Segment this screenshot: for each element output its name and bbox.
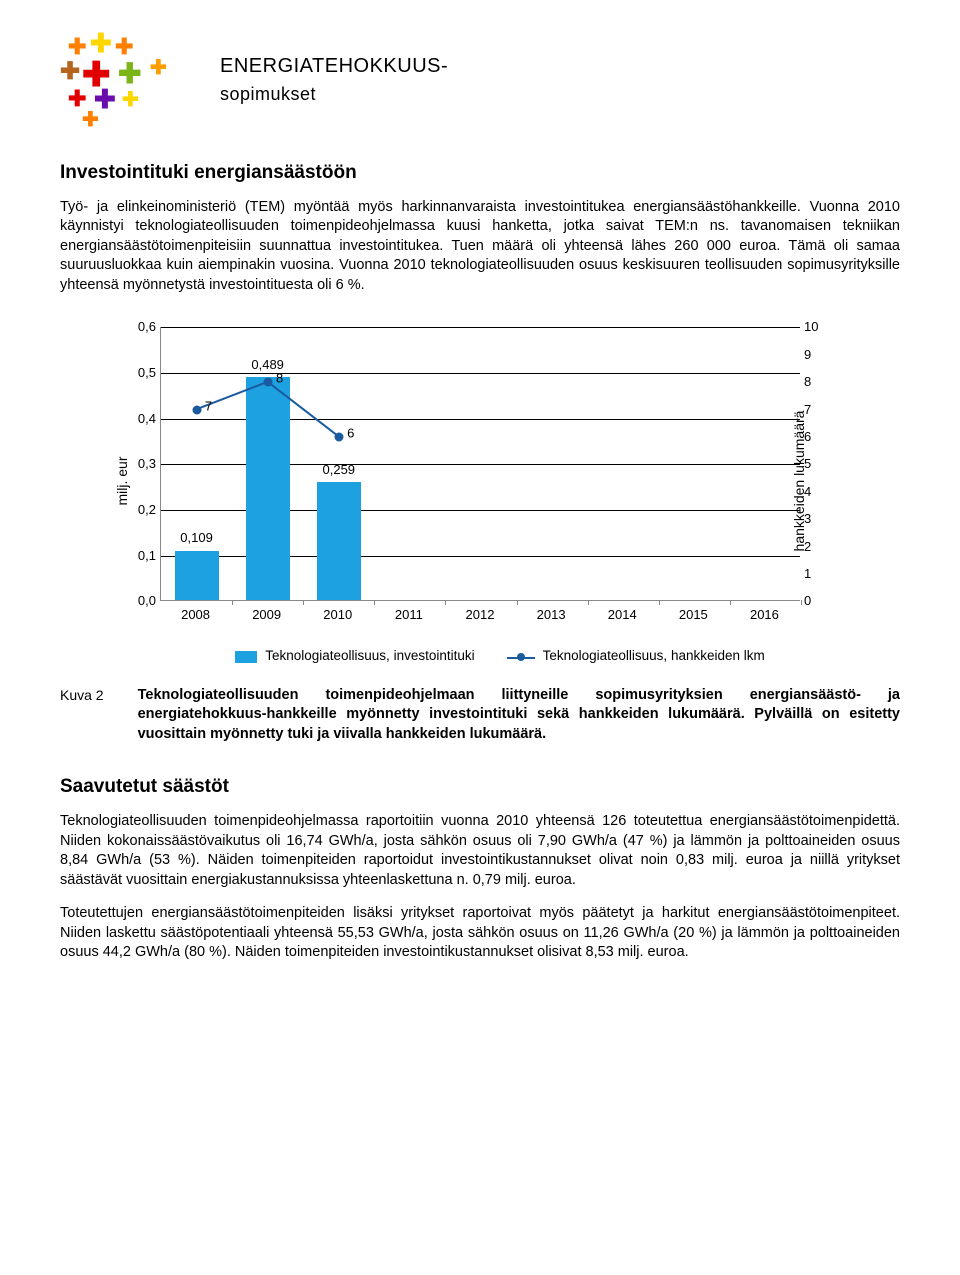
y-right-tick: 6 <box>804 428 830 446</box>
x-tick: 2008 <box>181 606 210 624</box>
y-left-tick: 0,4 <box>128 410 156 428</box>
point-value-label: 6 <box>347 425 354 443</box>
chart-point <box>334 433 343 442</box>
legend-line-item: Teknologiateollisuus, hankkeiden lkm <box>507 647 765 665</box>
heading-savings: Saavutetut säästöt <box>60 774 900 800</box>
y-left-tick: 0,1 <box>128 547 156 565</box>
point-value-label: 7 <box>205 397 212 415</box>
chart-bar <box>175 551 219 601</box>
legend-bar-swatch-icon <box>235 651 257 663</box>
paragraph-savings-2: Toteutettujen energiansäästötoimenpiteid… <box>60 904 900 963</box>
figure-caption-text: Teknologiateollisuuden toimenpideohjelma… <box>138 686 900 745</box>
chart-point <box>192 405 201 414</box>
paragraph-savings-1: Teknologiateollisuuden toimenpideohjelma… <box>60 812 900 890</box>
legend-bar-label: Teknologiateollisuus, investointituki <box>265 647 474 665</box>
y-left-tick: 0,5 <box>128 364 156 382</box>
y-right-tick: 3 <box>804 510 830 528</box>
chart-bar <box>317 482 361 600</box>
page-logo: ✚✚✚✚✚✚✚✚✚✚✚ ENERGIATEHOKKUUS- sopimukset <box>60 30 900 130</box>
x-tick: 2009 <box>252 606 281 624</box>
legend-bar-item: Teknologiateollisuus, investointituki <box>235 647 474 665</box>
x-tick: 2014 <box>608 606 637 624</box>
bar-value-label: 0,109 <box>180 529 213 547</box>
x-tick: 2011 <box>395 606 423 624</box>
y-right-tick: 0 <box>804 593 830 611</box>
y-right-tick: 9 <box>804 346 830 364</box>
y-right-tick: 5 <box>804 456 830 474</box>
legend-line-label: Teknologiateollisuus, hankkeiden lkm <box>543 647 765 665</box>
logo-line-1: ENERGIATEHOKKUUS- <box>220 55 448 77</box>
chart-legend: Teknologiateollisuus, investointituki Te… <box>90 647 870 665</box>
y-right-tick: 10 <box>804 319 830 337</box>
x-tick: 2016 <box>750 606 779 624</box>
chart-figure: milj. eur hankkeiden lukumäärä 0,10970,4… <box>90 321 870 665</box>
y-right-tick: 7 <box>804 401 830 419</box>
x-tick: 2013 <box>537 606 566 624</box>
paragraph-invest: Työ- ja elinkeinoministeriö (TEM) myöntä… <box>60 198 900 296</box>
chart-canvas: milj. eur hankkeiden lukumäärä 0,10970,4… <box>90 321 870 641</box>
logo-mark-icon: ✚✚✚✚✚✚✚✚✚✚✚ <box>60 30 200 130</box>
y-right-tick: 1 <box>804 565 830 583</box>
figure-caption-label: Kuva 2 <box>60 686 104 745</box>
y-right-tick: 4 <box>804 483 830 501</box>
x-tick: 2010 <box>323 606 352 624</box>
plot-area: 0,10970,48980,2596 <box>160 327 800 601</box>
y-right-tick: 8 <box>804 373 830 391</box>
y-left-tick: 0,3 <box>128 456 156 474</box>
y-right-tick: 2 <box>804 538 830 556</box>
logo-line-2: sopimukset <box>220 82 448 106</box>
y-left-tick: 0,0 <box>128 593 156 611</box>
logo-text: ENERGIATEHOKKUUS- sopimukset <box>220 53 448 106</box>
figure-caption: Kuva 2 Teknologiateollisuuden toimenpide… <box>60 686 900 745</box>
chart-bar <box>246 377 290 600</box>
x-tick: 2015 <box>679 606 708 624</box>
legend-line-swatch-icon <box>507 652 535 662</box>
heading-invest: Investointituki energiansäästöön <box>60 160 900 186</box>
chart-point <box>263 378 272 387</box>
y-left-tick: 0,6 <box>128 319 156 337</box>
y-left-tick: 0,2 <box>128 501 156 519</box>
x-tick: 2012 <box>466 606 495 624</box>
point-value-label: 8 <box>276 370 283 388</box>
bar-value-label: 0,259 <box>322 461 355 479</box>
